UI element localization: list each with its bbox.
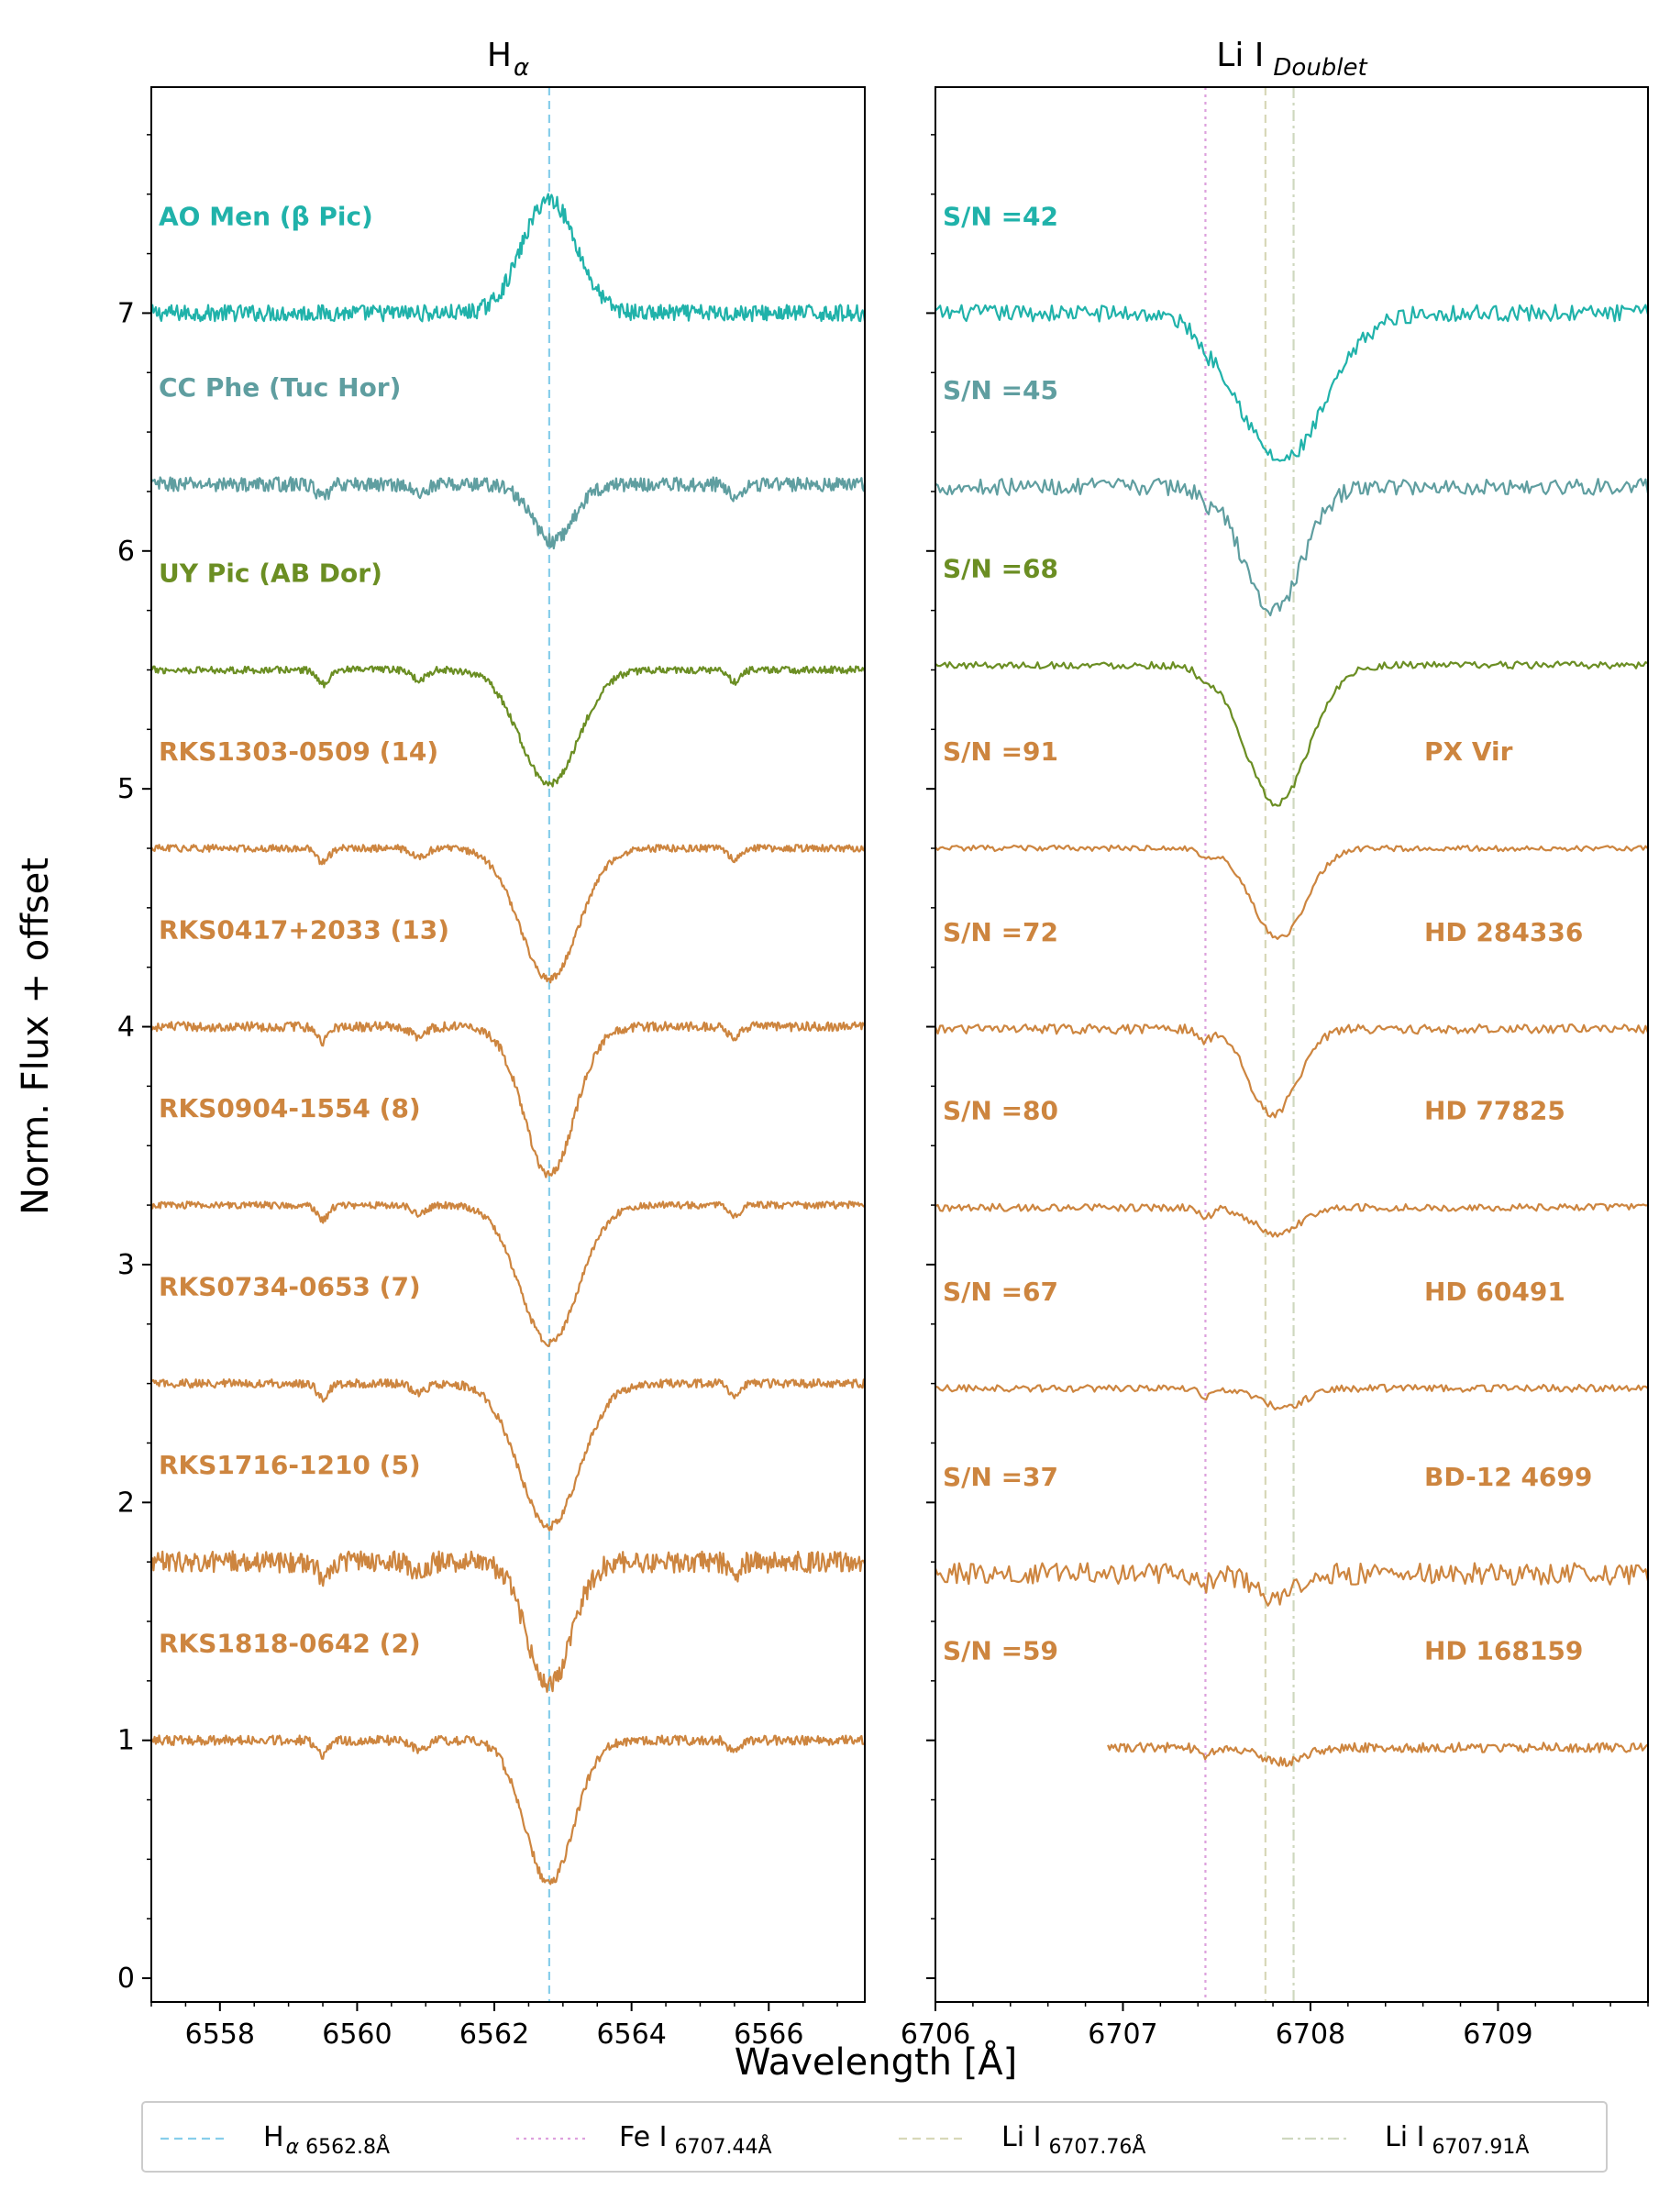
spectrum-line — [151, 476, 865, 550]
star-name-label: HD 60491 — [1424, 1277, 1565, 1307]
spectrum-line — [151, 665, 865, 788]
spectrum-line — [935, 1562, 1648, 1607]
snr-label: S/N =45 — [943, 375, 1058, 405]
snr-label: S/N =42 — [943, 201, 1058, 231]
star-label: RKS1303-0509 (14) — [159, 736, 438, 767]
snr-label: S/N =72 — [943, 917, 1058, 947]
snr-label: S/N =67 — [943, 1277, 1058, 1307]
snr-label: S/N =80 — [943, 1096, 1058, 1126]
y-tick-label: 3 — [117, 1249, 135, 1281]
spectrum-line — [935, 1023, 1648, 1119]
snr-label: S/N =91 — [943, 736, 1058, 767]
panel-title: Li I Doublet — [1216, 37, 1367, 82]
y-tick-label: 1 — [117, 1725, 135, 1757]
panel-title: Hα — [487, 37, 529, 82]
y-axis-label: Norm. Flux + offset — [15, 857, 57, 1215]
axes-frame — [935, 86, 1649, 2003]
y-tick-label: 4 — [117, 1012, 135, 1044]
spectrum-line — [935, 660, 1648, 807]
spectrum-line — [151, 1021, 865, 1178]
star-name-label: HD 77825 — [1424, 1096, 1565, 1126]
snr-label: S/N =37 — [943, 1462, 1058, 1492]
star-label: CC Phe (Tuc Hor) — [159, 372, 401, 403]
star-label: RKS1716-1210 (5) — [159, 1450, 421, 1480]
y-tick-label: 0 — [117, 1963, 135, 1995]
legend-label: Li I 6707.91Å — [1385, 2121, 1529, 2159]
star-label: RKS0734-0653 (7) — [159, 1272, 421, 1302]
x-tick-label: 6708 — [1276, 2018, 1345, 2051]
y-tick-label: 7 — [117, 297, 135, 329]
x-tick-label: 6709 — [1463, 2018, 1532, 2051]
legend-label: Li I 6707.76Å — [1001, 2121, 1145, 2159]
spectrum-line — [935, 477, 1648, 617]
legend-label: Hα 6562.8Å — [263, 2121, 390, 2159]
lithium-panel: Li I Doublet S/N =42 S/N =45 S/N =68 S/N =91 P… — [901, 37, 1649, 2051]
x-tick-label: 6560 — [322, 2018, 392, 2051]
spectrum-line — [151, 193, 865, 323]
spectrum-line — [935, 1383, 1648, 1410]
star-name-label: HD 168159 — [1424, 1635, 1583, 1665]
x-tick-label: 6564 — [596, 2018, 666, 2051]
legend-item: Li I 6707.91Å — [1282, 2121, 1529, 2159]
star-name-label: HD 284336 — [1424, 917, 1583, 947]
x-axis-label: Wavelength [Å] — [735, 2040, 1018, 2084]
x-tick-label: 6707 — [1088, 2018, 1157, 2051]
legend-label: Fe I 6707.44Å — [619, 2121, 772, 2159]
legend-box — [141, 2101, 1608, 2173]
spectrum-line — [1107, 1742, 1648, 1767]
y-tick-label: 6 — [117, 536, 135, 568]
legend-item: Hα 6562.8Å — [160, 2121, 390, 2159]
spectrum-line — [151, 1550, 865, 1693]
x-tick-label: 6566 — [734, 2018, 803, 2051]
y-tick-label: 5 — [117, 773, 135, 805]
star-label: RKS0904-1554 (8) — [159, 1093, 421, 1123]
snr-label: S/N =68 — [943, 553, 1058, 583]
halpha-panel: Hα AO Men (β Pic) CC Phe (Tuc Hor) UY Pic (… — [117, 37, 866, 2051]
x-tick-label: 6558 — [185, 2018, 255, 2051]
spectrum-line — [151, 1377, 865, 1532]
star-name-label: PX Vir — [1424, 736, 1513, 767]
legend: Hα 6562.8Å Fe I 6707.44Å Li I 6707.76Å Li I 67… — [141, 2101, 1608, 2173]
star-label: RKS0417+2033 (13) — [159, 915, 449, 946]
spectrum-line — [935, 1202, 1648, 1238]
spectrum-line — [935, 844, 1648, 940]
spectrum-line — [935, 304, 1648, 462]
y-tick-label: 2 — [117, 1487, 135, 1519]
spectrum-line — [151, 1734, 865, 1886]
x-tick-label: 6706 — [901, 2018, 970, 2051]
spectrum-line — [151, 1200, 865, 1347]
star-label: RKS1818-0642 (2) — [159, 1629, 421, 1659]
axes-frame — [150, 86, 866, 2003]
spectrum-line — [151, 844, 865, 984]
x-tick-label: 6562 — [459, 2018, 529, 2051]
star-label: AO Men (β Pic) — [159, 201, 373, 231]
legend-item: Fe I 6707.44Å — [516, 2121, 772, 2159]
legend-item: Li I 6707.76Å — [899, 2121, 1145, 2159]
star-name-label: BD-12 4699 — [1424, 1462, 1592, 1492]
snr-label: S/N =59 — [943, 1635, 1058, 1665]
star-label: UY Pic (AB Dor) — [159, 559, 382, 589]
